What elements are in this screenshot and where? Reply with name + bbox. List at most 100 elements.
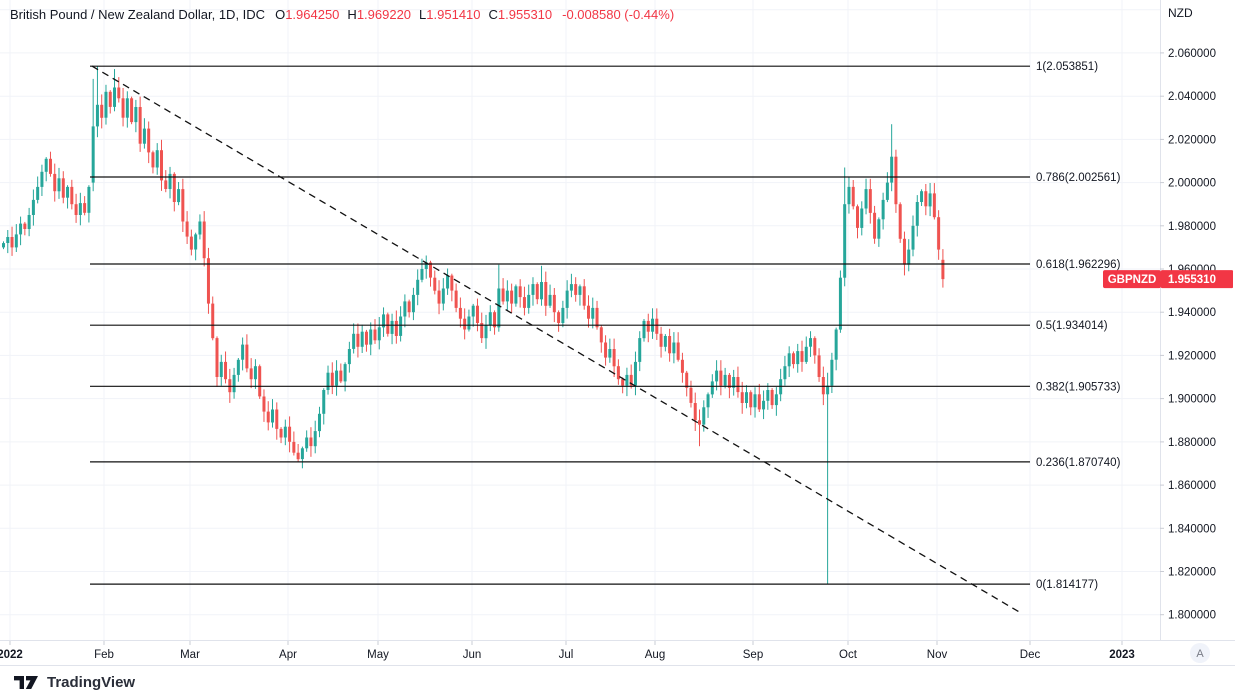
candle xyxy=(296,452,300,460)
time-axis-label: Sep xyxy=(743,649,763,661)
candle xyxy=(339,370,343,382)
candle xyxy=(719,370,723,386)
candle xyxy=(574,284,578,295)
candle xyxy=(540,282,544,300)
candle xyxy=(868,189,872,213)
candle xyxy=(625,374,629,386)
candle xyxy=(125,98,129,118)
candle xyxy=(591,307,595,319)
candle xyxy=(373,329,377,341)
candle xyxy=(66,186,70,198)
candle xyxy=(450,275,454,291)
candle xyxy=(578,286,582,295)
candle xyxy=(168,173,172,189)
symbol-title[interactable]: British Pound / New Zealand Dollar, 1D, … xyxy=(10,6,266,22)
candle xyxy=(557,312,561,323)
candle xyxy=(890,156,894,183)
candle xyxy=(749,392,753,408)
candle xyxy=(813,338,817,356)
candle xyxy=(57,178,61,192)
candle xyxy=(10,237,14,248)
candle xyxy=(198,221,202,235)
candle xyxy=(309,437,313,447)
candle xyxy=(177,189,181,203)
candle xyxy=(283,426,287,438)
price-axis[interactable] xyxy=(1161,0,1235,640)
time-axis[interactable] xyxy=(0,641,1160,665)
time-axis-label: Oct xyxy=(839,649,858,661)
candle xyxy=(488,312,492,326)
chart-legend: British Pound / New Zealand Dollar, 1D, … xyxy=(10,6,674,22)
candle xyxy=(467,316,471,330)
candle xyxy=(702,407,706,425)
price-tick-label: 1.940000 xyxy=(1168,307,1216,319)
auto-scale-button[interactable]: A xyxy=(1190,643,1210,663)
time-axis-label: Feb xyxy=(94,649,114,661)
candle xyxy=(159,150,163,181)
candle xyxy=(420,269,424,280)
candle xyxy=(621,379,625,386)
time-axis-label: May xyxy=(367,649,389,661)
candle xyxy=(791,353,795,365)
candle xyxy=(698,420,702,425)
candle xyxy=(253,366,257,380)
candle xyxy=(706,394,710,408)
candle xyxy=(937,217,941,250)
candle xyxy=(2,243,5,248)
candle xyxy=(271,409,275,423)
candle xyxy=(347,349,351,365)
candle xyxy=(181,189,185,222)
close-value: 1.955310 xyxy=(497,6,553,22)
candle xyxy=(843,204,847,278)
time-axis-label: Nov xyxy=(927,649,948,661)
candle xyxy=(676,342,680,360)
candle xyxy=(928,193,932,207)
candle xyxy=(826,385,830,395)
candle xyxy=(130,98,134,123)
candle xyxy=(565,290,569,308)
fib-level-label: 1(2.053851) xyxy=(1036,61,1098,73)
candle xyxy=(463,318,467,330)
candle xyxy=(762,400,766,410)
candle xyxy=(322,390,326,414)
candle xyxy=(663,336,667,347)
candle xyxy=(211,303,215,339)
tradingview-logo[interactable]: TradingView xyxy=(14,674,135,691)
candle xyxy=(787,353,791,367)
candle xyxy=(262,396,266,412)
candle xyxy=(78,203,82,215)
trendline[interactable] xyxy=(91,65,1023,615)
candle xyxy=(514,286,518,304)
candlestick-chart[interactable]: 1(2.053851) 0.786(2.002561) 0.618(1.962296… xyxy=(0,0,1235,666)
low-label: L xyxy=(419,6,427,22)
tradingview-logo-text: TradingView xyxy=(47,674,136,691)
candle xyxy=(715,370,719,382)
candle xyxy=(932,193,936,218)
candle xyxy=(53,173,57,192)
candle xyxy=(100,104,104,118)
candle xyxy=(382,314,386,328)
candle xyxy=(14,234,18,248)
time-axis-label: Jun xyxy=(463,649,482,661)
candle xyxy=(864,189,868,209)
candle xyxy=(544,282,548,306)
candle xyxy=(147,128,151,153)
candle xyxy=(860,208,864,228)
time-axis-label: 2023 xyxy=(1109,649,1135,661)
candle xyxy=(766,390,770,401)
candle xyxy=(569,284,573,291)
candle xyxy=(249,368,253,380)
time-axis-label: Aug xyxy=(645,649,665,661)
candle xyxy=(305,437,309,449)
candle xyxy=(206,258,210,304)
candle xyxy=(856,206,859,228)
price-tick-label: 1.820000 xyxy=(1168,567,1216,579)
candle xyxy=(134,107,138,123)
candle xyxy=(548,294,552,306)
candle xyxy=(36,186,40,200)
time-axis-label: Mar xyxy=(180,649,200,661)
candle xyxy=(552,294,556,313)
candle xyxy=(924,191,928,207)
symbol-badge-label: GBPNZD xyxy=(1108,274,1157,286)
candle xyxy=(352,333,356,349)
